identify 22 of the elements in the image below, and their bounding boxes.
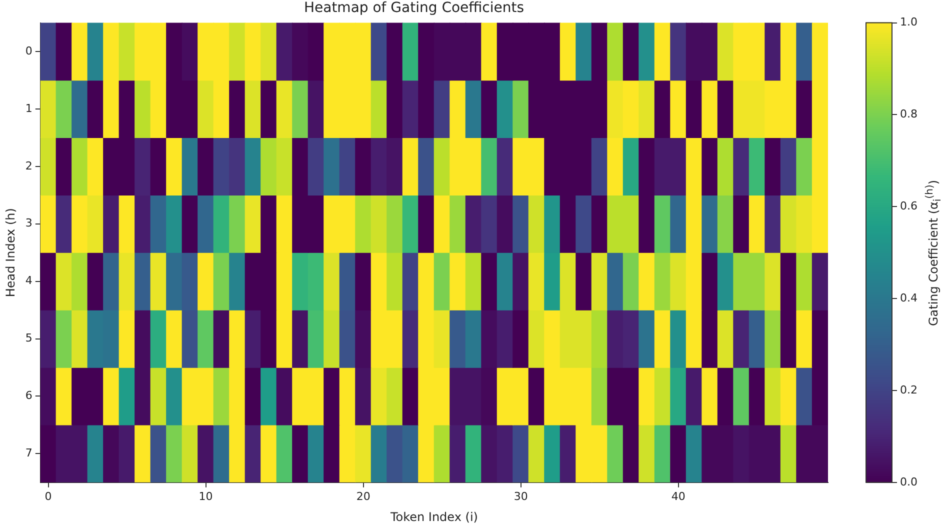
x-tick-label: 10 — [198, 490, 213, 503]
chart-title: Heatmap of Gating Coefficients — [304, 0, 524, 16]
y-tick-label: 6 — [25, 389, 32, 402]
y-tick-label: 0 — [25, 44, 32, 58]
color-bar-label: 0.4 — [900, 291, 918, 304]
color-bar-label: 0.0 — [900, 475, 918, 488]
y-tick-label: 5 — [25, 332, 32, 345]
color-bar-label: 0.6 — [900, 200, 918, 212]
x-axis-title: Token Index (i) — [389, 510, 478, 524]
x-tick-label: 40 — [671, 490, 686, 503]
y-tick-label: 2 — [25, 159, 32, 172]
y-tick-label: 1 — [25, 102, 32, 115]
color-bar-label: 1.0 — [900, 16, 918, 29]
y-tick-label: 4 — [25, 274, 32, 288]
x-tick-label: 0 — [44, 490, 52, 503]
x-tick-label: 30 — [514, 490, 528, 503]
x-tick-label: 20 — [356, 490, 370, 503]
y-axis-title: Head Index (h) — [3, 208, 18, 298]
color-bar-label: 0.2 — [900, 383, 918, 396]
color-bar-label: 0.8 — [900, 108, 918, 121]
y-tick-label: 7 — [25, 446, 32, 460]
y-tick-label: 3 — [25, 216, 32, 230]
